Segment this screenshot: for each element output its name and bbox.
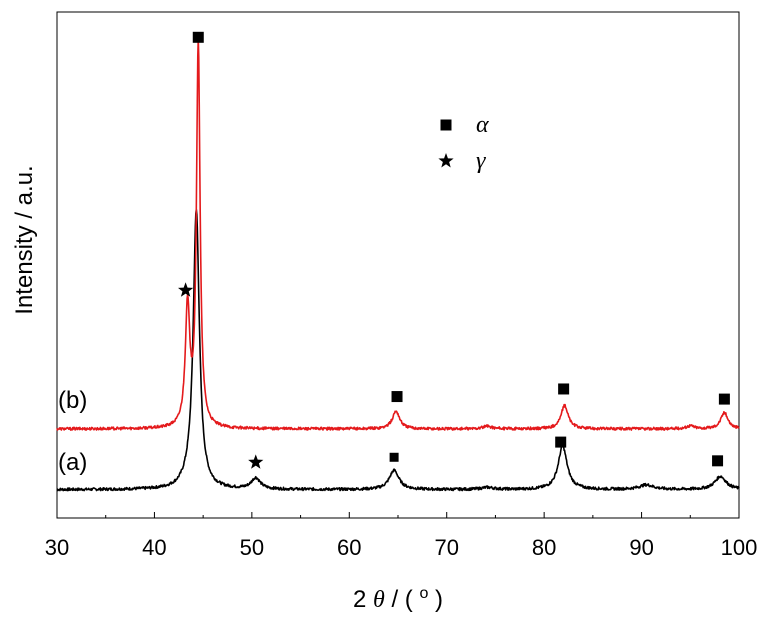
legend: αγ — [438, 112, 489, 174]
x-tick-label: 70 — [434, 535, 458, 560]
x-tick-label: 100 — [721, 535, 758, 560]
alpha-peak-marker — [712, 455, 724, 467]
alpha-peak-marker — [558, 383, 570, 395]
x-tick-label: 60 — [337, 535, 361, 560]
y-axis-title: Intensity / a.u. — [11, 165, 38, 314]
series-line — [56, 208, 740, 492]
gamma-peak-marker — [178, 282, 194, 297]
series-layer — [56, 37, 740, 492]
alpha-peak-marker — [192, 31, 204, 43]
series-tags: (a) (b) — [58, 387, 87, 476]
x-tick-label: 80 — [532, 535, 556, 560]
series-line — [56, 37, 740, 431]
x-tick-label: 90 — [629, 535, 653, 560]
x-tick-label: 50 — [240, 535, 264, 560]
x-tick-label: 40 — [142, 535, 166, 560]
plot-frame — [56, 11, 740, 519]
x-axis-title-prefix: 2 — [353, 586, 366, 613]
x-tick-label: 30 — [45, 535, 69, 560]
alpha-peak-marker — [389, 452, 399, 462]
x-axis-title-unit-close: ) — [435, 586, 443, 613]
series-tag: (a) — [58, 449, 87, 476]
legend-square-icon — [440, 119, 452, 131]
x-ticks: 30 40 50 60 70 80 90 100 — [45, 512, 758, 560]
alpha-peak-marker — [555, 436, 567, 448]
alpha-peak-marker — [391, 391, 403, 403]
legend-label: α — [476, 112, 489, 138]
x-axis-title: 2 θ / ( o ) — [353, 577, 443, 613]
legend-label: γ — [476, 148, 486, 174]
gamma-peak-marker — [248, 454, 264, 469]
alpha-peak-marker — [718, 393, 730, 405]
peak-markers — [178, 31, 730, 469]
series-tag: (b) — [58, 387, 87, 414]
x-axis-title-unit-open: / ( — [391, 586, 412, 613]
x-axis-title-theta: θ — [373, 587, 385, 613]
legend-star-icon — [438, 153, 454, 168]
x-axis-title-degree: o — [419, 585, 428, 602]
